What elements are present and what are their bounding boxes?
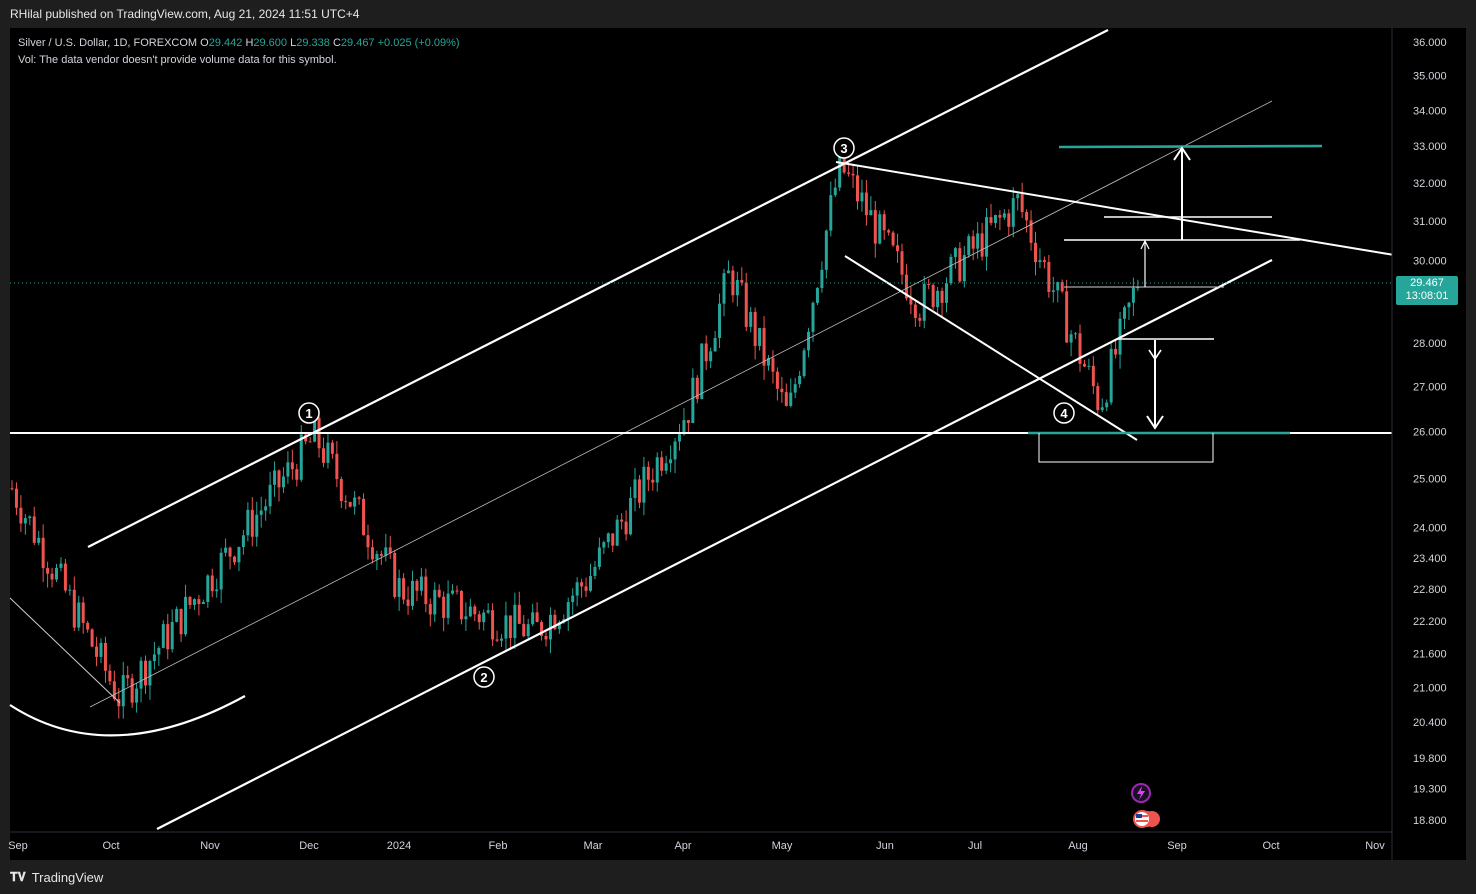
bar-countdown: 13:08:01 xyxy=(1405,290,1449,302)
tv-logo-icon: 𝐓𝐕 xyxy=(10,870,26,884)
legend-line-ohlc: Silver / U.S. Dollar, 1D, FOREXCOM O29.4… xyxy=(18,35,460,52)
volume-note: Vol: The data vendor doesn't provide vol… xyxy=(18,54,337,66)
last-price-value: 29.467 xyxy=(1410,277,1444,289)
chart-area[interactable] xyxy=(10,28,1466,860)
us-flag-icon xyxy=(1133,810,1151,828)
last-price-tag: 29.467 13:08:01 xyxy=(1396,276,1458,305)
chart-legend: Silver / U.S. Dollar, 1D, FOREXCOM O29.4… xyxy=(18,35,460,69)
brand-text: TradingView xyxy=(31,870,104,885)
bottom-bar: 𝐓𝐕 TradingView xyxy=(0,860,1476,894)
top-bar: RHilal published on TradingView.com, Aug… xyxy=(0,0,1476,28)
symbol-name[interactable]: Silver / U.S. Dollar, 1D, FOREXCOM xyxy=(18,37,198,49)
close-label: C xyxy=(332,37,341,49)
open-label: O xyxy=(200,37,209,49)
event-icons[interactable] xyxy=(1129,782,1169,832)
low-value: 29.338 xyxy=(296,37,330,49)
high-value: 29.600 xyxy=(253,37,288,49)
change-value: +0.025 (+0.09%) xyxy=(377,37,460,49)
close-value: 29.467 xyxy=(340,37,375,49)
published-text: RHilal published on TradingView.com, Aug… xyxy=(10,7,360,21)
open-value: 29.442 xyxy=(208,37,243,49)
tradingview-logo[interactable]: 𝐓𝐕 TradingView xyxy=(10,870,103,885)
